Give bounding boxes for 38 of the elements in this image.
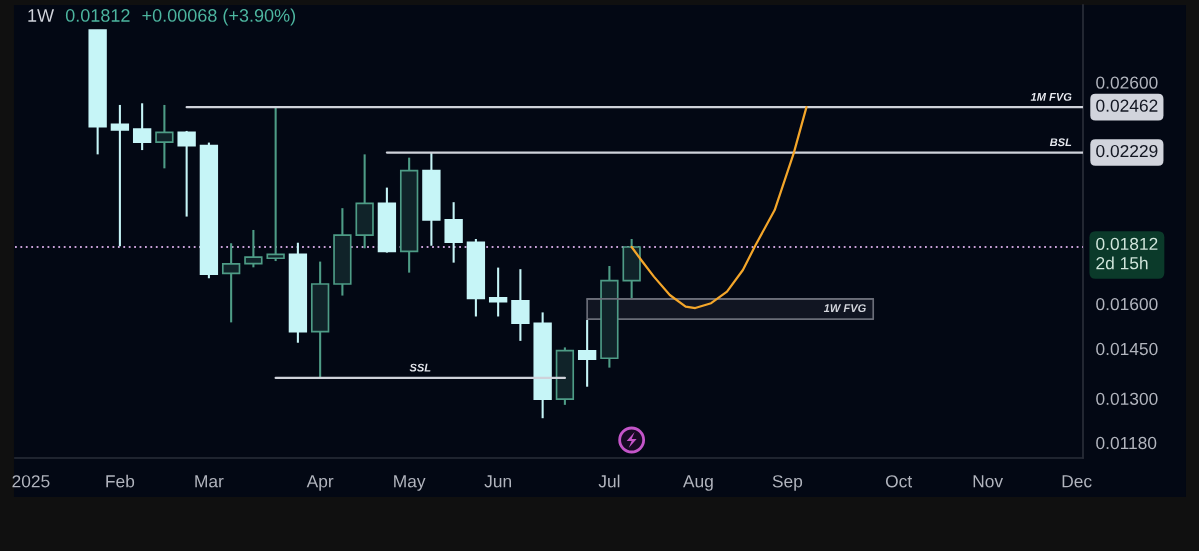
candlestick xyxy=(132,102,152,152)
x-tick-label: Sep xyxy=(772,475,803,491)
candlestick xyxy=(266,106,285,263)
x-tick-label: Jul xyxy=(598,474,620,488)
y-tick-label: 0.02600 xyxy=(1096,76,1158,89)
x-tick-label: Mar xyxy=(195,475,224,488)
x-tick-label: Oct xyxy=(885,475,913,488)
annotation: +0.00068 (+3.90%) xyxy=(142,8,296,26)
series-label: SSL xyxy=(409,363,431,372)
y-tick-label: 0.01450 xyxy=(1096,342,1158,356)
candlestick xyxy=(488,266,508,318)
y-tick-label: 0.01300 xyxy=(1096,392,1158,405)
candlestick xyxy=(221,242,241,324)
candlestick xyxy=(244,228,263,269)
y-tick-label: 0.01180 xyxy=(1096,436,1157,450)
data-label: 0.02229 xyxy=(1096,144,1158,158)
series-label: 1M FVG xyxy=(1030,92,1072,101)
candlestick xyxy=(511,268,530,342)
candlestick xyxy=(444,201,463,264)
x-tick-label: Feb xyxy=(106,474,135,488)
candlestick xyxy=(177,129,196,218)
x-tick-label: Dec xyxy=(1062,475,1092,488)
candlestick xyxy=(577,318,597,388)
x-tick-label: May xyxy=(394,475,426,491)
candlestick xyxy=(110,103,130,248)
ref-line-label: 0.01812 2d 15h xyxy=(1096,237,1158,270)
annotation: 0.01812 xyxy=(65,9,130,22)
chart-title: 1W xyxy=(28,9,55,22)
x-tick-label: 2025 xyxy=(12,475,50,488)
y-tick-label: 0.01600 xyxy=(1096,297,1158,311)
x-tick-label: Nov xyxy=(973,475,1004,488)
data-label: 0.02462 xyxy=(1096,99,1158,112)
series-label: 1W FVG xyxy=(823,304,866,313)
x-tick-label: Apr xyxy=(306,475,334,491)
x-tick-label: Aug xyxy=(682,475,713,491)
series-label: BSL xyxy=(1049,138,1072,147)
x-tick-label: Jun xyxy=(484,475,512,488)
candlestick xyxy=(155,103,174,170)
